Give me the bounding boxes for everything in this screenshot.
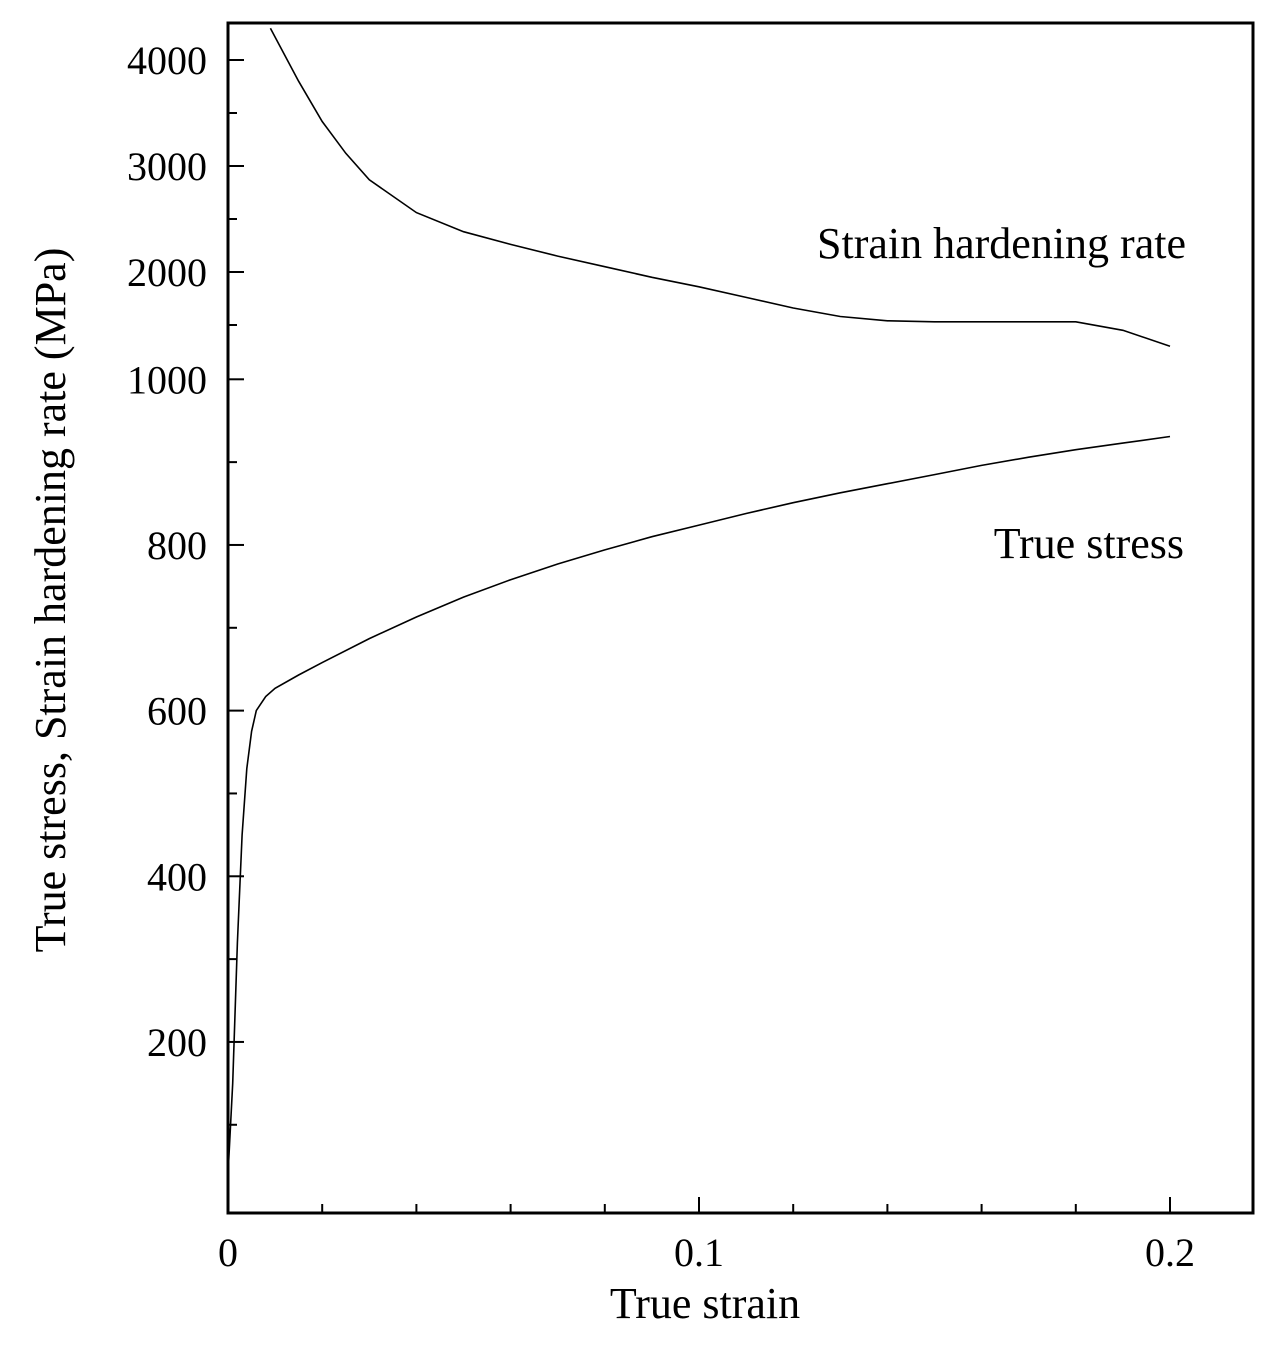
y-tick-label: 800 [147, 523, 207, 568]
x-tick-label: 0.2 [1145, 1230, 1195, 1275]
x-tick-label: 0 [218, 1230, 238, 1275]
y-tick-label: 1000 [127, 357, 207, 402]
true-stress-line [227, 435, 1171, 1175]
y-tick-label: 3000 [127, 144, 207, 189]
y-tick-label: 2000 [127, 250, 207, 295]
series-label-true-stress: True stress [994, 519, 1184, 568]
ticks-layer [227, 59, 1171, 1213]
y-axis-title: True stress, Strain hardening rate (MPa) [26, 248, 75, 953]
x-tick-label: 0.1 [674, 1230, 724, 1275]
y-tick-label: 600 [147, 689, 207, 734]
y-tick-label: 4000 [127, 38, 207, 83]
plot-frame [226, 21, 1255, 1215]
x-axis-title: True strain [610, 1279, 800, 1328]
series-layer [227, 27, 1171, 1175]
series-label-strain-hardening-rate: Strain hardening rate [817, 219, 1186, 268]
y-tick-label: 400 [147, 854, 207, 899]
y-tick-label: 200 [147, 1020, 207, 1065]
strain-hardening-rate-line [269, 27, 1171, 347]
labels-layer: 0 0.1 0.2 200 400 600 800 1000 2000 3000 4000 [127, 38, 1195, 1275]
